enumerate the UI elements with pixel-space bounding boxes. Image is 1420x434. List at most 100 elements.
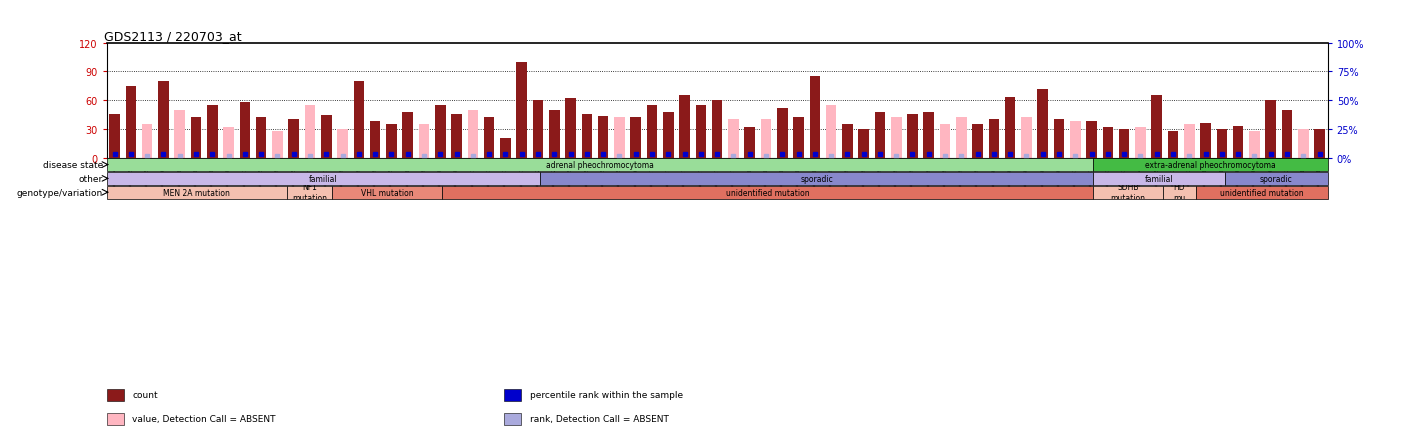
Bar <box>858 130 869 158</box>
Bar <box>826 105 836 158</box>
Bar <box>1250 132 1260 158</box>
Bar <box>1152 96 1162 158</box>
Bar <box>696 105 706 158</box>
Text: familial: familial <box>310 174 338 184</box>
Text: adrenal pheochromocytoma: adrenal pheochromocytoma <box>545 161 653 170</box>
Bar <box>532 101 544 158</box>
Bar <box>106 186 287 199</box>
Bar <box>332 186 443 199</box>
Text: other: other <box>78 174 102 184</box>
Bar <box>517 62 527 158</box>
Bar <box>663 112 673 158</box>
Bar <box>1093 158 1328 172</box>
Bar <box>761 120 771 158</box>
Bar <box>106 172 540 186</box>
Bar <box>1005 98 1015 158</box>
Bar <box>1119 130 1129 158</box>
Bar <box>1163 186 1196 199</box>
Bar <box>1135 128 1146 158</box>
Bar <box>402 112 413 158</box>
Bar <box>711 101 723 158</box>
Text: GDS2113 / 220703_at: GDS2113 / 220703_at <box>104 30 241 43</box>
Bar <box>273 132 283 158</box>
Bar <box>907 115 917 158</box>
Bar <box>484 118 494 158</box>
Bar <box>842 125 852 158</box>
Bar <box>419 125 429 158</box>
Bar <box>890 118 902 158</box>
Bar <box>1200 124 1211 158</box>
Text: familial: familial <box>1145 174 1173 184</box>
Bar <box>923 112 934 158</box>
Text: sporadic: sporadic <box>1260 174 1292 184</box>
Text: NF1
mutation: NF1 mutation <box>293 183 328 202</box>
Bar <box>1225 172 1328 186</box>
Bar <box>1021 118 1032 158</box>
Text: count: count <box>132 391 158 399</box>
Bar <box>207 105 217 158</box>
Bar <box>550 110 559 158</box>
Text: SD
HD
mu
tatio: SD HD mu tatio <box>1170 173 1189 213</box>
Bar <box>744 128 755 158</box>
Text: VHL mutation: VHL mutation <box>361 188 413 197</box>
Text: rank, Detection Call = ABSENT: rank, Detection Call = ABSENT <box>530 414 669 423</box>
Bar <box>1071 122 1081 158</box>
Bar <box>777 108 788 158</box>
Text: SDHB
mutation: SDHB mutation <box>1110 183 1146 202</box>
Bar <box>940 125 950 158</box>
Text: unidentified mutation: unidentified mutation <box>726 188 809 197</box>
Bar <box>1315 130 1325 158</box>
Bar <box>240 103 250 158</box>
Bar <box>875 112 885 158</box>
Bar <box>354 82 364 158</box>
Bar <box>809 77 821 158</box>
Bar <box>1093 172 1225 186</box>
Bar <box>288 120 300 158</box>
Bar <box>1102 128 1113 158</box>
Bar <box>646 105 657 158</box>
Bar <box>435 105 446 158</box>
Bar <box>500 139 511 158</box>
Bar <box>443 186 1093 199</box>
Text: genotype/variation: genotype/variation <box>17 188 102 197</box>
Bar <box>452 115 462 158</box>
Bar <box>565 99 577 158</box>
Text: unidentified mutation: unidentified mutation <box>1220 188 1304 197</box>
Bar <box>728 120 738 158</box>
Bar <box>467 110 479 158</box>
Bar <box>142 125 152 158</box>
Bar <box>630 118 640 158</box>
Bar <box>1054 120 1065 158</box>
Bar <box>305 105 315 158</box>
Bar <box>338 130 348 158</box>
Bar <box>158 82 169 158</box>
Bar <box>369 122 381 158</box>
Bar <box>1265 101 1277 158</box>
Bar <box>1167 132 1179 158</box>
Bar <box>582 115 592 158</box>
Bar <box>794 118 804 158</box>
Bar <box>1298 130 1309 158</box>
Bar <box>256 118 267 158</box>
Bar <box>1086 122 1096 158</box>
Bar <box>1196 186 1328 199</box>
Text: extra-adrenal pheochromocytoma: extra-adrenal pheochromocytoma <box>1145 161 1275 170</box>
Text: sporadic: sporadic <box>801 174 834 184</box>
Bar <box>988 120 1000 158</box>
Bar <box>956 118 967 158</box>
Bar <box>190 118 202 158</box>
Bar <box>1038 89 1048 158</box>
Bar <box>1217 130 1227 158</box>
Text: MEN 2A mutation: MEN 2A mutation <box>163 188 230 197</box>
Text: percentile rank within the sample: percentile rank within the sample <box>530 391 683 399</box>
Bar <box>1233 127 1244 158</box>
Bar <box>223 128 234 158</box>
Bar <box>175 110 185 158</box>
Bar <box>1093 186 1163 199</box>
Bar <box>287 186 332 199</box>
Bar <box>109 115 119 158</box>
Bar <box>613 118 625 158</box>
Bar <box>125 86 136 158</box>
Bar <box>106 158 1093 172</box>
Text: value, Detection Call = ABSENT: value, Detection Call = ABSENT <box>132 414 275 423</box>
